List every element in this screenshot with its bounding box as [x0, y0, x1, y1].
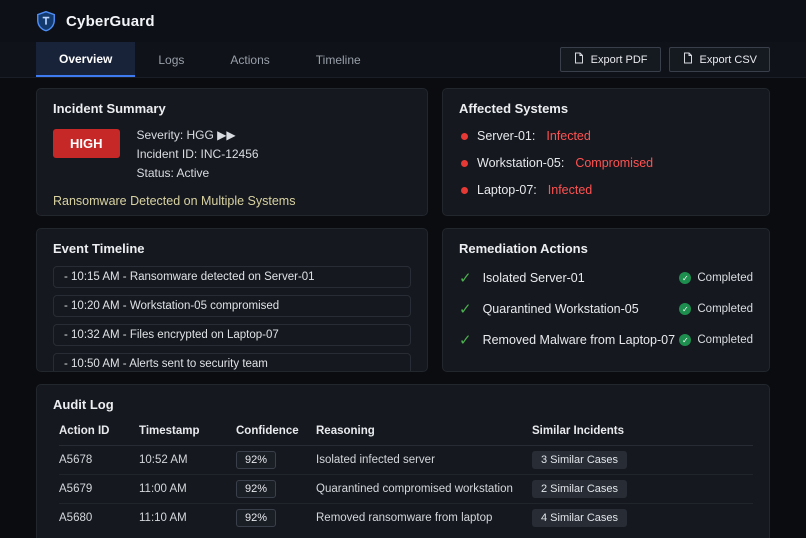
similar-cases-button[interactable]: 2 Similar Cases — [532, 480, 628, 498]
tab-overview[interactable]: Overview — [36, 42, 136, 77]
remediation-actions-panel: Remediation Actions ✓ Isolated Server-01… — [442, 228, 770, 372]
completed-check-icon: ✓ — [679, 272, 692, 284]
cell-action-id: A5679 — [59, 483, 93, 495]
app-title: CyberGuard — [66, 12, 155, 30]
audit-table-row: A5679 11:00 AM 92% Quarantined compromis… — [59, 475, 753, 504]
shield-logo-icon — [35, 10, 57, 32]
cell-reasoning: Isolated infected server — [316, 454, 435, 466]
completed-badge: ✓ Completed — [679, 334, 753, 346]
check-icon: ✓ — [459, 332, 472, 349]
timeline-event: - 10:32 AM - Files encrypted on Laptop-0… — [53, 324, 411, 346]
red-dot-icon — [461, 186, 468, 194]
red-dot-icon — [461, 132, 468, 140]
column-header-timestamp: Timestamp — [139, 425, 200, 437]
completed-label: Completed — [697, 272, 753, 284]
affected-systems-panel: Affected Systems Server-01: Infected Wor… — [442, 88, 770, 216]
main-content: Incident Summary HIGH Severity: HGG ▶▶ I… — [0, 78, 806, 538]
tab-actions[interactable]: Actions — [230, 52, 270, 67]
confidence-badge: 92% — [236, 480, 277, 498]
confidence-badge: 92% — [236, 451, 277, 469]
tab-logs[interactable]: Logs — [158, 52, 185, 67]
check-icon: ✓ — [459, 270, 472, 287]
cell-action-id: A5680 — [59, 512, 93, 524]
column-header-similar-incidents: Similar Incidents — [532, 425, 625, 437]
audit-table-header: Action ID Timestamp Confidence Reasoning… — [59, 422, 753, 446]
severity-line: Severity: HGG ▶▶ — [136, 128, 236, 142]
export-csv-icon — [682, 52, 694, 67]
cell-reasoning: Removed ransomware from laptop — [316, 512, 493, 524]
column-header-action-id: Action ID — [59, 425, 110, 437]
system-name: Laptop-07: — [477, 183, 537, 197]
remediation-item: ✓ Removed Malware from Laptop-07 ✓ Compl… — [459, 331, 753, 349]
affected-system-item: Laptop-07: Infected — [461, 183, 751, 197]
cell-timestamp: 11:00 AM — [139, 483, 187, 495]
red-dot-icon — [461, 159, 468, 167]
incident-details: Severity: HGG ▶▶ Incident ID: INC-12456 … — [137, 126, 259, 183]
incident-summary-title: Incident Summary — [53, 101, 166, 116]
system-name: Server-01: — [477, 129, 536, 143]
system-status: Infected — [546, 129, 591, 143]
audit-log-table: Action ID Timestamp Confidence Reasoning… — [59, 422, 753, 532]
completed-label: Completed — [697, 303, 753, 315]
system-status: Infected — [547, 183, 593, 197]
audit-table-row: A5678 10:52 AM 92% Isolated infected ser… — [59, 446, 753, 475]
confidence-badge: 92% — [236, 509, 277, 527]
similar-cases-button[interactable]: 4 Similar Cases — [532, 509, 628, 527]
cell-action-id: A5678 — [59, 454, 93, 466]
affected-system-item: Workstation-05: Compromised — [461, 156, 751, 170]
completed-badge: ✓ Completed — [679, 272, 753, 284]
severity-badge: HIGH — [53, 129, 120, 158]
export-pdf-button[interactable]: Export PDF — [559, 47, 661, 72]
remediation-actions-title: Remediation Actions — [459, 241, 588, 256]
column-header-confidence: Confidence — [236, 425, 299, 437]
event-timeline-panel: Event Timeline - 10:15 AM - Ransomware d… — [36, 228, 428, 372]
audit-table-row: A5680 11:10 AM 92% Removed ransomware fr… — [59, 504, 753, 532]
completed-check-icon: ✓ — [679, 334, 692, 346]
timeline-event: - 10:20 AM - Workstation-05 compromised — [53, 295, 411, 317]
tab-bar: Overview Logs Actions Timeline Export PD… — [0, 42, 806, 78]
completed-check-icon: ✓ — [679, 303, 692, 315]
check-icon: ✓ — [459, 301, 472, 318]
export-csv-label: Export CSV — [699, 53, 757, 66]
audit-log-panel: Audit Log Action ID Timestamp Confidence… — [36, 384, 770, 538]
timeline-event: - 10:50 AM - Alerts sent to security tea… — [53, 353, 411, 371]
remediation-item: ✓ Isolated Server-01 ✓ Completed — [459, 269, 753, 287]
incident-description: Ransomware Detected on Multiple Systems — [53, 194, 296, 208]
system-name: Workstation-05: — [477, 156, 565, 170]
export-pdf-label: Export PDF — [590, 53, 648, 66]
similar-cases-button[interactable]: 3 Similar Cases — [532, 451, 628, 469]
event-timeline-title: Event Timeline — [53, 241, 145, 256]
export-csv-button[interactable]: Export CSV — [668, 47, 770, 72]
column-header-reasoning: Reasoning — [316, 425, 375, 437]
export-pdf-icon — [573, 52, 585, 67]
incident-summary-panel: Incident Summary HIGH Severity: HGG ▶▶ I… — [36, 88, 428, 216]
tab-timeline[interactable]: Timeline — [315, 52, 361, 67]
affected-systems-title: Affected Systems — [459, 101, 569, 116]
completed-badge: ✓ Completed — [679, 303, 753, 315]
remediation-action: Isolated Server-01 — [482, 271, 585, 285]
remediation-item: ✓ Quarantined Workstation-05 ✓ Completed — [459, 300, 753, 318]
cell-timestamp: 10:52 AM — [139, 454, 188, 466]
affected-system-item: Server-01: Infected — [461, 129, 751, 143]
audit-log-title: Audit Log — [53, 397, 114, 412]
system-status: Compromised — [575, 156, 654, 170]
export-button-group: Export PDF Export CSV — [559, 42, 770, 77]
remediation-action: Removed Malware from Laptop-07 — [482, 333, 676, 347]
completed-label: Completed — [697, 334, 753, 346]
incident-id-line: Incident ID: INC-12456 — [136, 147, 259, 161]
remediation-action: Quarantined Workstation-05 — [482, 302, 639, 316]
status-line: Status: Active — [136, 166, 210, 180]
app-header: CyberGuard — [0, 0, 806, 42]
timeline-event: - 10:15 AM - Ransomware detected on Serv… — [53, 266, 411, 288]
cell-reasoning: Quarantined compromised workstation — [316, 483, 513, 495]
cell-timestamp: 11:10 AM — [139, 512, 187, 524]
